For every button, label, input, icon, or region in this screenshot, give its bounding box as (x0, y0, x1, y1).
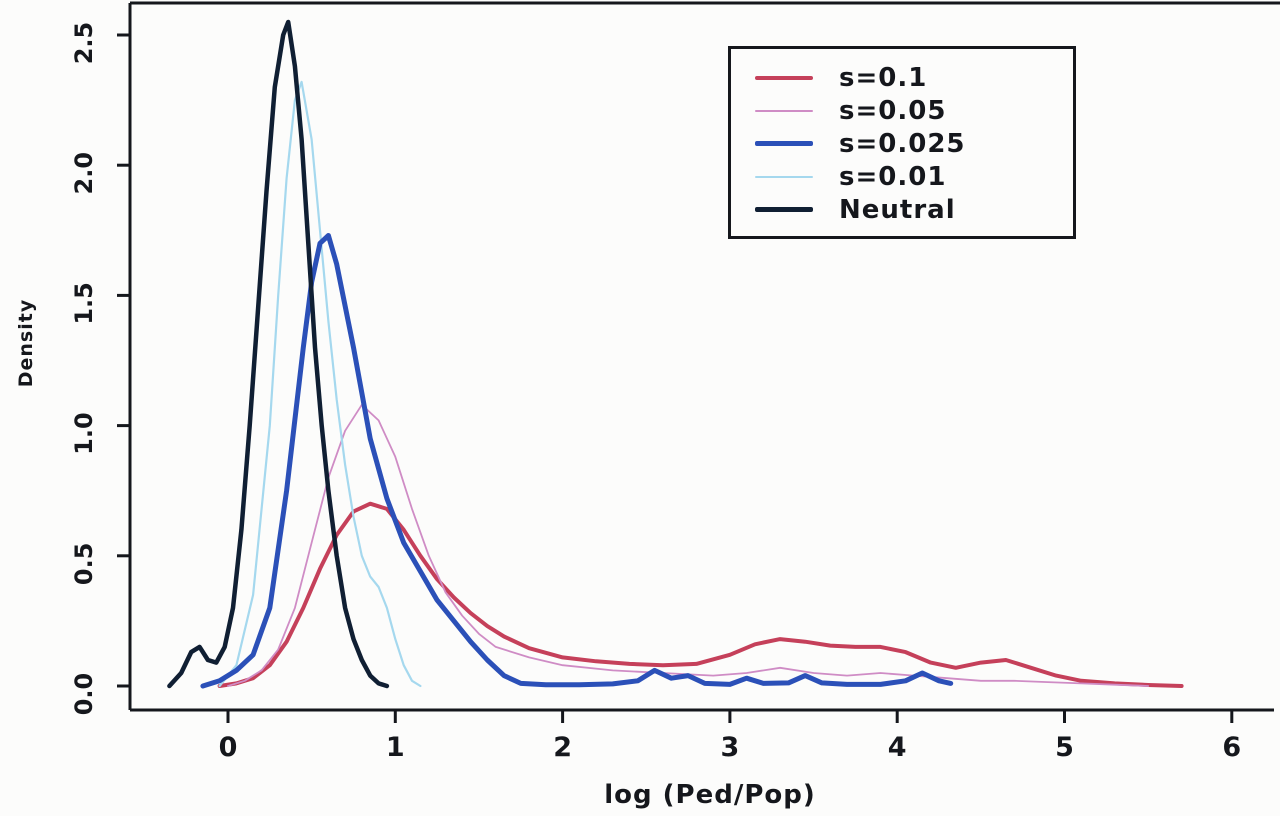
legend-line-sample (755, 109, 813, 112)
y-tick-label: 2.5 (70, 22, 98, 65)
density-curve-s0025 (200, 233, 954, 689)
legend-item-label: s=0.025 (839, 128, 966, 159)
x-tick-label: 0 (219, 732, 238, 763)
legend-item: s=0.1 (731, 61, 1073, 94)
legend-line-sample (755, 75, 813, 80)
density-curve-s001 (218, 80, 422, 688)
y-tick-label: 0.0 (70, 673, 98, 716)
legend-item: s=0.01 (731, 160, 1073, 193)
legend-item-label: Neutral (839, 194, 956, 225)
x-tick-label: 5 (1055, 732, 1074, 763)
y-tick-label: 1.5 (70, 282, 98, 325)
legend-item-label: s=0.1 (839, 62, 928, 93)
x-tick-label: 6 (1222, 732, 1241, 763)
x-tick-label: 1 (386, 732, 405, 763)
density-curve-neutral (167, 19, 390, 689)
legend-item: Neutral (731, 193, 1073, 226)
legend-line-sample (755, 141, 813, 146)
legend-item-label: s=0.05 (839, 95, 947, 126)
legend-item: s=0.05 (731, 94, 1073, 127)
legend-item: s=0.025 (731, 127, 1073, 160)
density-curve-s005 (227, 403, 1150, 687)
y-tick-label: 0.5 (70, 543, 98, 586)
y-tick-label: 2.0 (70, 152, 98, 195)
legend-line-sample (755, 207, 813, 212)
density-curve-s01 (217, 501, 1184, 688)
x-tick-label: 4 (888, 732, 907, 763)
y-axis-title: Density (15, 298, 37, 388)
legend-item-label: s=0.01 (839, 161, 947, 192)
y-tick-label: 1.0 (70, 412, 98, 455)
legend-box: s=0.1 s=0.05 s=0.025 s=0.01 Neutral (728, 46, 1076, 239)
x-axis-title: log (Ped/Pop) (604, 780, 816, 810)
x-tick-label: 3 (721, 732, 740, 763)
x-tick-label: 2 (553, 732, 572, 763)
legend-line-sample (755, 175, 813, 178)
